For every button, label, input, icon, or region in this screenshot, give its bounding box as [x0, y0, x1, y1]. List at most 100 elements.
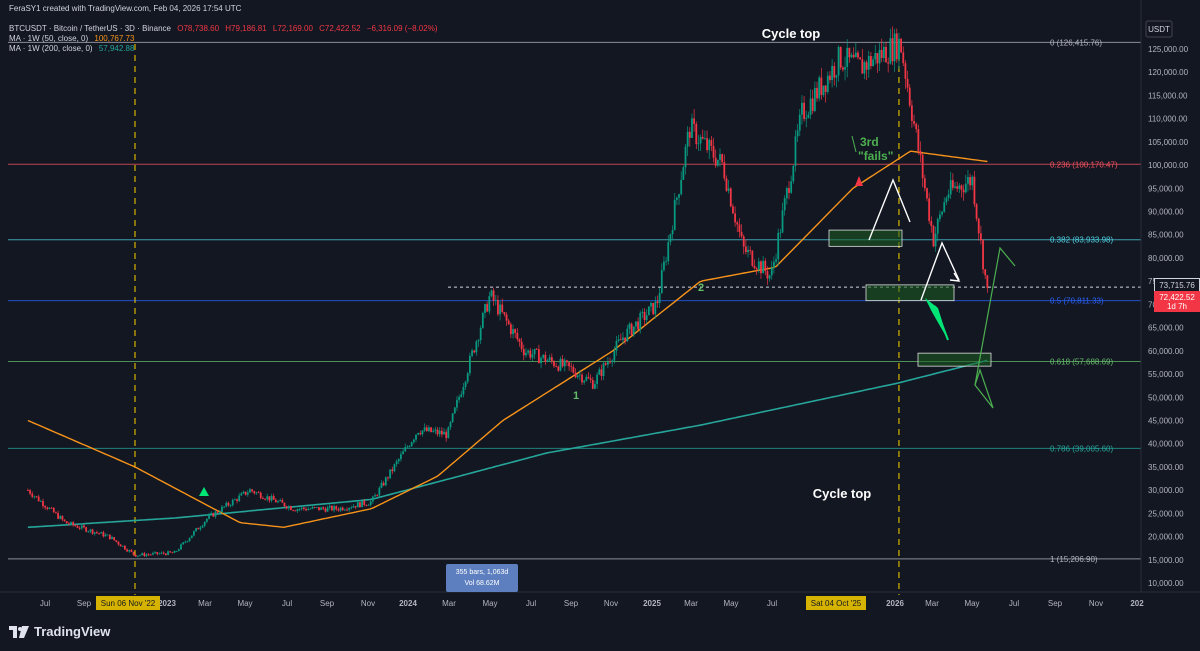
- candle-body: [274, 499, 277, 503]
- candle-body: [699, 136, 702, 144]
- candle-body: [732, 206, 734, 214]
- candle-body: [757, 261, 760, 270]
- candle-body: [895, 33, 898, 60]
- candle-body: [259, 492, 262, 499]
- y-tick-label: 125,000.00: [1148, 45, 1189, 54]
- candle-body: [67, 523, 70, 525]
- candle-body: [160, 552, 163, 554]
- y-tick-label: 30,000.00: [1148, 486, 1184, 495]
- candle-body: [143, 553, 146, 557]
- candle-body: [622, 337, 624, 341]
- candle-body: [714, 157, 717, 166]
- candle-body: [943, 202, 946, 212]
- candle-body: [382, 482, 385, 486]
- candle-body: [171, 552, 174, 554]
- candle-body: [663, 261, 665, 271]
- candle-body: [389, 469, 392, 479]
- close-value: C72,422.52: [319, 24, 361, 33]
- fib-level-label: 0 (126,415.76): [1050, 38, 1102, 47]
- fib-level-label: 1 (15,206.90): [1050, 555, 1098, 564]
- candle-body: [602, 363, 605, 377]
- candle-body: [268, 496, 271, 501]
- candle-body: [231, 499, 234, 506]
- candle-body: [242, 491, 245, 494]
- candle-body: [535, 348, 538, 350]
- candle-body: [490, 290, 493, 297]
- green-projection-line: [974, 246, 1016, 386]
- candle-body: [432, 430, 435, 432]
- price-chart[interactable]: 0 (126,415.76) 0.236 (100,170.47) 0.382 (8…: [0, 0, 1200, 615]
- candle-body: [885, 46, 887, 63]
- candle-body: [115, 540, 118, 542]
- candle-body: [861, 59, 864, 74]
- candle-body: [307, 508, 310, 511]
- candle-body: [973, 176, 976, 205]
- candle-body: [559, 359, 562, 371]
- candle-body: [581, 374, 583, 383]
- candle-body: [695, 123, 698, 145]
- candle-body: [587, 376, 590, 379]
- candle-body: [537, 349, 540, 364]
- candle-body: [404, 447, 407, 452]
- candle-body: [632, 326, 635, 336]
- measure-bars-label: 355 bars, 1,063d: [456, 569, 509, 576]
- open-value: O78,738.60: [177, 24, 220, 33]
- candle-body: [906, 78, 909, 88]
- candle-body: [124, 545, 126, 550]
- candle-body: [98, 532, 100, 534]
- candle-body: [438, 430, 441, 435]
- candle-body: [841, 67, 844, 70]
- candle-body: [35, 496, 38, 498]
- candle-body: [619, 339, 622, 341]
- candle-body: [675, 197, 678, 200]
- x-tick-label: Mar: [684, 599, 698, 608]
- tradingview-logo-icon: [9, 625, 29, 638]
- candle-body: [854, 52, 857, 58]
- candle-body: [844, 67, 846, 70]
- candle-body: [156, 552, 159, 555]
- candle-body: [865, 62, 868, 70]
- chart-author-line: FeraSY1 created with TradingView.com, Fe…: [9, 4, 242, 13]
- candle-body: [443, 431, 445, 435]
- candle-body: [451, 413, 454, 423]
- candle-body: [328, 505, 331, 508]
- zigzag-arrowhead: [949, 272, 961, 282]
- candle-body: [721, 154, 724, 163]
- candle-body: [436, 429, 439, 435]
- x-tick-label: Nov: [604, 599, 618, 608]
- candle-body: [57, 512, 59, 519]
- candle-body: [106, 534, 109, 536]
- candle-body: [212, 513, 215, 517]
- candle-body: [531, 354, 534, 358]
- candle-body: [749, 249, 752, 251]
- candle-body: [783, 198, 786, 211]
- y-tick-label: 35,000.00: [1148, 463, 1184, 472]
- candle-body: [225, 502, 228, 507]
- candle-body: [598, 369, 601, 375]
- candle-body: [65, 521, 68, 524]
- change-value: −6,316.09 (−8.02%): [366, 24, 438, 33]
- tradingview-logo[interactable]: TradingView: [9, 624, 110, 639]
- candle-body: [738, 224, 741, 232]
- currency-button[interactable]: [1145, 20, 1173, 38]
- candle-body: [341, 507, 344, 511]
- candle-body: [55, 512, 57, 514]
- candle-body: [492, 290, 495, 301]
- candle-body: [290, 506, 292, 510]
- candle-body: [548, 357, 551, 361]
- candle-body: [561, 359, 564, 367]
- time-axis[interactable]: Jul Sep 2023 Mar May Jul Sep Nov 2024 Mar May Jul Se…: [40, 599, 1144, 608]
- candle-body: [406, 446, 409, 448]
- candle-body: [78, 527, 81, 529]
- x-tick-label: Jul: [282, 599, 292, 608]
- candle-body: [846, 47, 849, 68]
- x-tick-label: May: [482, 599, 497, 608]
- x-tick-label: Sep: [1048, 599, 1063, 608]
- cycle-top-label-upper: Cycle top: [762, 26, 821, 41]
- candle-body: [807, 114, 810, 118]
- candle-body: [499, 304, 501, 315]
- candle-body: [790, 181, 793, 193]
- candle-body: [527, 350, 530, 353]
- candle-body: [423, 427, 426, 431]
- candle-body: [876, 53, 879, 64]
